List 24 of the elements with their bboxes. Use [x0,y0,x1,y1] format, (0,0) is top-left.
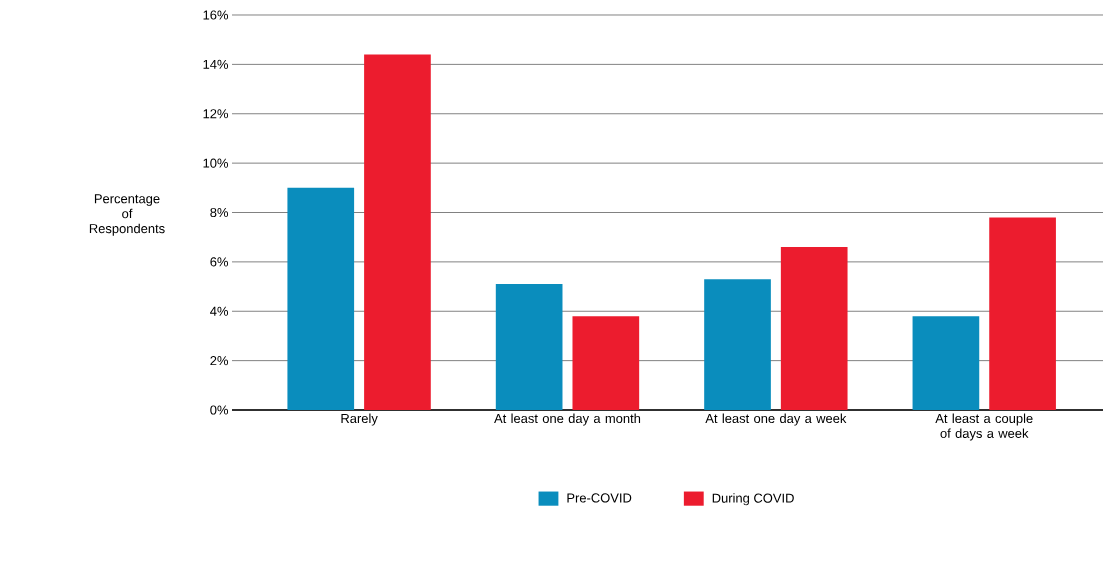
y-tick-label: 10% [203,158,229,168]
x-tick-label: At least one day a week [705,413,847,426]
legend-label: During COVID [712,493,794,506]
bar [572,316,640,410]
legend-label: Pre-COVID [567,493,632,503]
y-tick-label: 4% [210,306,229,316]
y-tick-label: 14% [203,59,229,69]
y-tick-label: 6% [210,257,229,267]
bar [364,54,431,410]
bar [780,247,848,410]
y-tick-label: 0% [210,405,229,415]
y-tick-label: 12% [203,109,229,119]
x-tick-label: Rarely [341,413,378,426]
bar [912,316,980,410]
bar [989,217,1056,410]
y-tick-label: 2% [210,356,229,366]
y-axis-title: Percentage of Respondents [89,194,165,236]
y-tick-label: 8% [210,207,229,218]
y-tick-label: 16% [203,10,229,20]
bar [495,284,563,410]
x-tick-label: At least a couple of days a week [935,413,1033,441]
x-tick-label: At least one day a month [494,413,641,426]
bar [704,279,771,410]
bar [287,187,355,410]
